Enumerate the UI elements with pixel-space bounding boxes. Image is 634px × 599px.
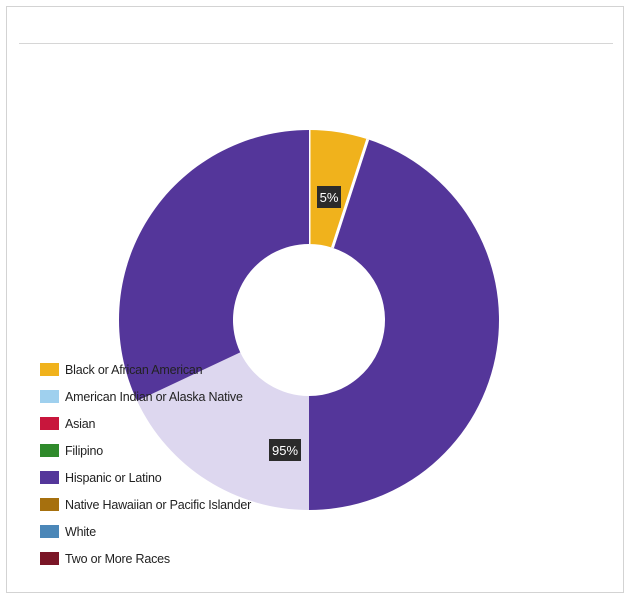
legend-label: Hispanic or Latino (65, 470, 162, 485)
legend-label: Two or More Races (65, 551, 170, 566)
data-label-box (317, 186, 341, 208)
data-label-hispanic-or-latino: 95% (269, 439, 301, 461)
legend-swatch (40, 552, 59, 565)
legend-item-filipino[interactable]: Filipino (40, 437, 290, 464)
legend-item-white[interactable]: White (40, 518, 290, 545)
legend-item-black-or-african-american[interactable]: Black or African American (40, 356, 290, 383)
legend-swatch (40, 417, 59, 430)
legend-label: Black or African American (65, 362, 203, 377)
legend-swatch (40, 471, 59, 484)
chart-legend: Black or African American American India… (40, 356, 290, 572)
legend-swatch (40, 444, 59, 457)
legend-item-native-hawaiian-or-pacific-islander[interactable]: Native Hawaiian or Pacific Islander (40, 491, 290, 518)
data-label-text: 5% (320, 190, 339, 205)
legend-item-american-indian-or-alaska-native[interactable]: American Indian or Alaska Native (40, 383, 290, 410)
legend-swatch (40, 363, 59, 376)
slice-hispanic-or-latino-rest[interactable] (118, 130, 309, 401)
data-label-text: 95% (272, 443, 298, 458)
legend-label: Asian (65, 416, 96, 431)
slice-hispanic-or-latino-highlight[interactable] (137, 352, 309, 510)
legend-swatch (40, 390, 59, 403)
slice-separator (331, 138, 370, 249)
legend-label: Filipino (65, 443, 103, 458)
legend-swatch (40, 498, 59, 511)
slice-hispanic-or-latino[interactable] (309, 139, 500, 510)
legend-label: White (65, 524, 96, 539)
legend-label: Native Hawaiian or Pacific Islander (65, 497, 252, 512)
legend-label: American Indian or Alaska Native (65, 389, 243, 404)
data-label-box (269, 439, 301, 461)
legend-item-hispanic-or-latino[interactable]: Hispanic or Latino (40, 464, 290, 491)
legend-item-asian[interactable]: Asian (40, 410, 290, 437)
legend-item-two-or-more-races[interactable]: Two or More Races (40, 545, 290, 572)
panel-header (19, 7, 613, 44)
data-label-black-or-african-american: 5% (317, 186, 341, 208)
legend-swatch (40, 525, 59, 538)
